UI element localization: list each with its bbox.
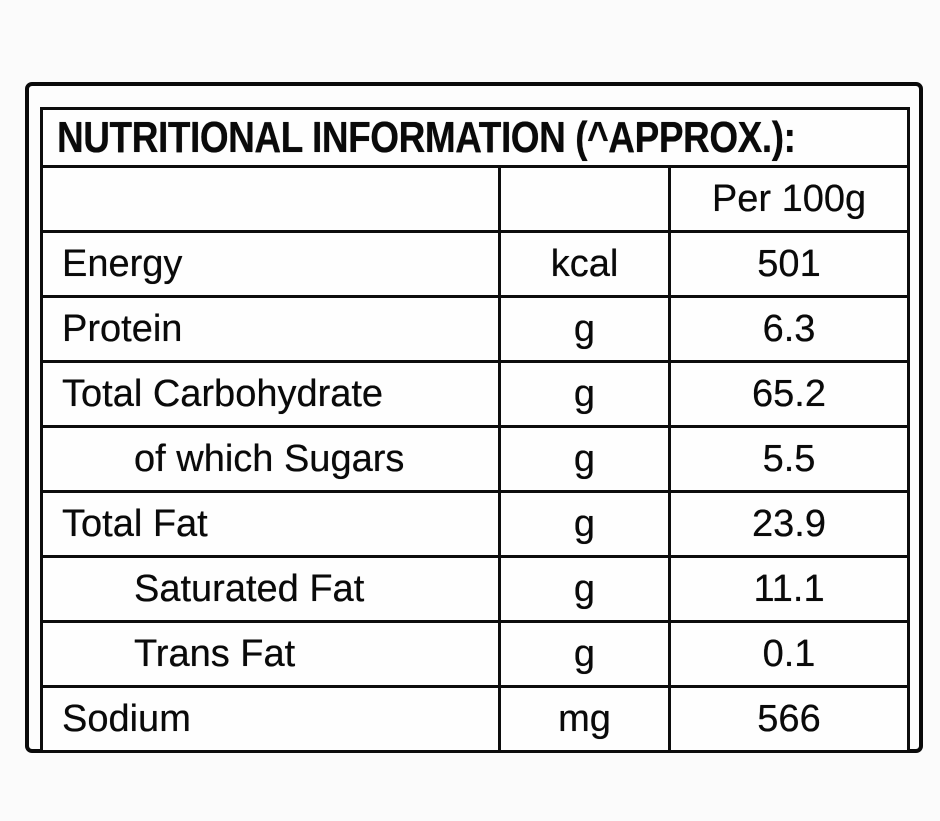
- nutrient-value: 5.5: [667, 425, 911, 493]
- nutrient-name: Saturated Fat: [40, 555, 501, 623]
- nutrient-name: of which Sugars: [40, 425, 501, 493]
- nutrition-table: NUTRITIONAL INFORMATION (^APPROX.): Per …: [39, 107, 911, 753]
- nutrient-value: 0.1: [667, 620, 911, 688]
- nutrient-unit: g: [498, 360, 671, 428]
- header-unit-cell: [498, 165, 671, 233]
- nutrient-name: Total Carbohydrate: [40, 360, 501, 428]
- nutrient-value: 23.9: [667, 490, 911, 558]
- nutrient-value: 11.1: [667, 555, 911, 623]
- nutrient-value: 6.3: [667, 295, 911, 363]
- nutrient-unit: g: [498, 555, 671, 623]
- table-row-saturated-fat: Saturated Fat g 11.1: [40, 555, 911, 623]
- nutrient-value: 65.2: [667, 360, 911, 428]
- header-row: Per 100g: [40, 165, 911, 233]
- table-title: NUTRITIONAL INFORMATION (^APPROX.):: [57, 112, 796, 162]
- table-row-energy: Energy kcal 501: [40, 230, 911, 298]
- table-row-total-carbohydrate: Total Carbohydrate g 65.2: [40, 360, 911, 428]
- nutrient-unit: g: [498, 490, 671, 558]
- nutrient-value: 566: [667, 685, 911, 753]
- nutrient-unit: g: [498, 620, 671, 688]
- label-outer-frame: NUTRITIONAL INFORMATION (^APPROX.): Per …: [25, 82, 923, 753]
- nutrient-name: Trans Fat: [40, 620, 501, 688]
- title-row: NUTRITIONAL INFORMATION (^APPROX.):: [39, 107, 911, 168]
- nutrient-unit: g: [498, 425, 671, 493]
- nutrient-name: Protein: [40, 295, 501, 363]
- table-row-of-which-sugars: of which Sugars g 5.5: [40, 425, 911, 493]
- nutrient-unit: kcal: [498, 230, 671, 298]
- table-row-total-fat: Total Fat g 23.9: [40, 490, 911, 558]
- nutrient-unit: g: [498, 295, 671, 363]
- header-nutrient-cell: [40, 165, 501, 233]
- nutrient-unit: mg: [498, 685, 671, 753]
- header-per-100g-cell: Per 100g: [667, 165, 911, 233]
- nutrient-name: Energy: [40, 230, 501, 298]
- table-title-cell: NUTRITIONAL INFORMATION (^APPROX.):: [39, 107, 911, 168]
- table-row-protein: Protein g 6.3: [40, 295, 911, 363]
- nutrient-value: 501: [667, 230, 911, 298]
- table-row-trans-fat: Trans Fat g 0.1: [40, 620, 911, 688]
- table-row-sodium: Sodium mg 566: [40, 685, 911, 753]
- nutrient-name: Sodium: [40, 685, 501, 753]
- nutrient-name: Total Fat: [40, 490, 501, 558]
